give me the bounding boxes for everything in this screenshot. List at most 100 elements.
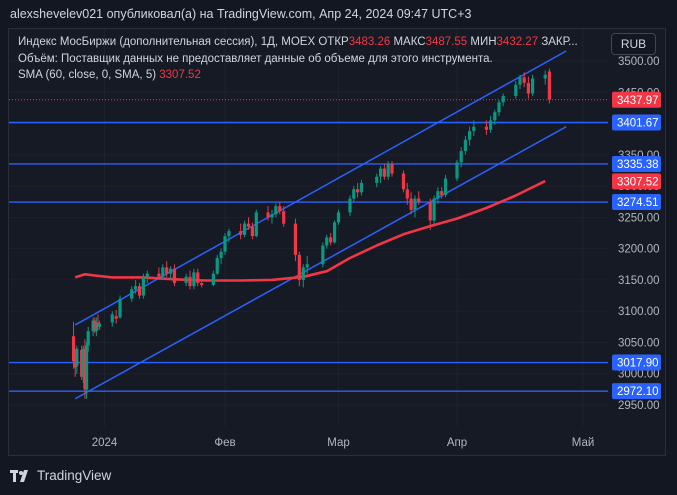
candle-body xyxy=(254,212,258,237)
candle xyxy=(484,120,488,135)
candle-body xyxy=(192,272,196,287)
candle-body xyxy=(141,276,145,296)
candle-body xyxy=(133,286,138,290)
candle xyxy=(223,233,227,255)
candle xyxy=(282,206,286,227)
candle xyxy=(192,268,196,290)
candle xyxy=(246,217,251,230)
candle xyxy=(81,345,85,384)
candle xyxy=(336,209,341,225)
x-axis-tick-label: 2024 xyxy=(92,437,118,449)
y-axis-tick-label: 3100.00 xyxy=(618,306,660,318)
candle-body xyxy=(96,322,100,327)
candle-body xyxy=(413,198,417,210)
candle xyxy=(497,99,501,117)
candle-body xyxy=(83,348,87,390)
price-tag-label: 3437.97 xyxy=(617,95,659,107)
candle xyxy=(227,228,231,243)
candle-body xyxy=(157,273,161,277)
candle xyxy=(130,286,134,302)
candle-body xyxy=(531,78,535,94)
candle-body xyxy=(489,120,493,130)
price-tag: 2972.10 xyxy=(612,383,661,400)
candle xyxy=(352,186,356,202)
candle-body xyxy=(352,189,356,199)
candle-body xyxy=(359,182,364,193)
candle xyxy=(297,251,301,287)
candle-body xyxy=(80,349,84,377)
candle xyxy=(413,195,417,218)
candle xyxy=(211,270,215,287)
publication-header: alexshevelev021 опубликовал(а) на Tradin… xyxy=(10,7,472,21)
candle xyxy=(91,317,95,337)
price-tag: 3017.90 xyxy=(612,354,661,371)
price-tag-box xyxy=(612,91,661,108)
footer-brand-text: TradingView xyxy=(37,468,112,483)
candle-body xyxy=(459,151,463,163)
candle-body xyxy=(223,236,227,252)
candle xyxy=(270,209,274,224)
candle-body xyxy=(301,267,305,280)
footer-brand: TradingView xyxy=(10,468,111,483)
candle-body xyxy=(543,74,547,79)
candle-body xyxy=(130,289,134,299)
candle xyxy=(200,279,204,288)
candle xyxy=(83,339,87,399)
candle-body xyxy=(161,267,165,277)
candle-body xyxy=(382,168,386,177)
y-axis-tick-label: 3000.00 xyxy=(618,369,660,381)
candle-body xyxy=(239,231,243,235)
candle-body xyxy=(378,168,383,177)
candle-body xyxy=(242,223,247,235)
price-tag-label: 3307.52 xyxy=(617,176,659,188)
candle xyxy=(301,264,305,288)
candle-body xyxy=(440,191,444,195)
candle-body xyxy=(246,223,251,227)
price-tag-box xyxy=(612,194,661,211)
candle-body xyxy=(274,206,278,215)
legend-low-label: МИН xyxy=(470,36,497,48)
legend-close-label: ЗАКР... xyxy=(541,36,578,48)
legend-open-label: ОТКР xyxy=(318,36,349,48)
candle xyxy=(332,220,337,244)
candle-body xyxy=(409,198,413,210)
candle xyxy=(472,120,476,137)
candle xyxy=(161,264,165,280)
candle xyxy=(219,248,223,265)
candle-body xyxy=(401,173,406,190)
price-tag: 3274.51 xyxy=(612,194,661,211)
candle xyxy=(93,317,97,334)
candle xyxy=(172,264,177,287)
candle xyxy=(118,295,122,319)
candle-body xyxy=(493,112,497,121)
candle-body xyxy=(428,201,432,221)
y-axis-tick-label: 3250.00 xyxy=(618,212,660,224)
candle xyxy=(278,201,282,215)
candle-body xyxy=(375,176,379,183)
candle xyxy=(417,191,421,205)
candle xyxy=(489,116,493,133)
candle-body xyxy=(86,331,90,346)
candle-body xyxy=(184,276,188,284)
candle-body xyxy=(266,212,270,218)
candle-body xyxy=(468,131,472,140)
candle-body xyxy=(356,189,360,193)
candle-body xyxy=(432,198,436,221)
currency-button[interactable]: RUB xyxy=(611,33,656,55)
price-tag-box xyxy=(612,354,661,371)
candle-body xyxy=(463,139,467,152)
candle-body xyxy=(196,272,200,284)
candle xyxy=(137,283,142,299)
x-axis-tick-label: Апр xyxy=(447,437,467,449)
candle-body xyxy=(436,191,440,199)
candle xyxy=(239,223,243,240)
price-tag-label: 3017.90 xyxy=(617,358,659,370)
price-tag-box xyxy=(612,155,661,172)
candle xyxy=(86,326,90,352)
candle xyxy=(386,161,390,180)
candle-body xyxy=(200,283,204,285)
candle-body xyxy=(137,286,142,296)
candle-body xyxy=(73,361,77,368)
candle-body xyxy=(118,298,122,318)
